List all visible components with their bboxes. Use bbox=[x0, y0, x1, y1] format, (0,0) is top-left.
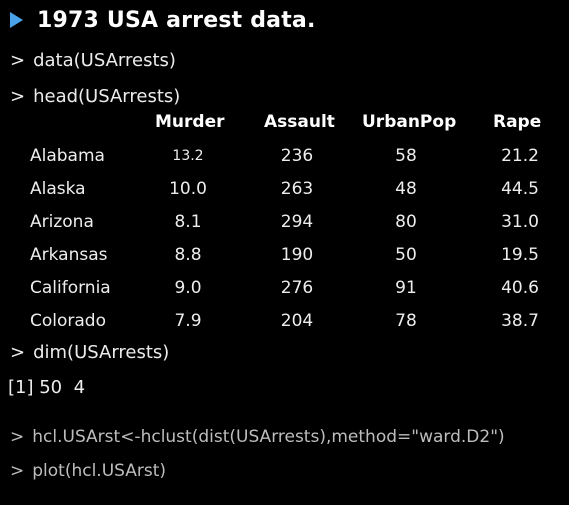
murder-value: 8.8 bbox=[174, 245, 202, 265]
table-row: Alaska 10.0 263 48 44.5 bbox=[0, 179, 569, 209]
rape-value: 38.7 bbox=[501, 311, 539, 331]
column-header-rape: Rape bbox=[493, 112, 542, 132]
assault-value: 294 bbox=[280, 212, 314, 232]
usarrests-head-table: Murder Assault UrbanPop Rape Alabama 13.… bbox=[0, 112, 569, 332]
urbanpop-value: 91 bbox=[395, 278, 417, 298]
column-header-assault: Assault bbox=[264, 112, 335, 132]
prompt-symbol: > bbox=[10, 427, 25, 447]
console-line-hclust: > hcl.USArst<-hclust(dist(USArrests),meth… bbox=[10, 427, 505, 447]
urbanpop-value: 48 bbox=[395, 179, 417, 199]
column-header-murder: Murder bbox=[155, 112, 225, 132]
murder-value: 8.1 bbox=[174, 212, 202, 232]
urbanpop-value: 78 bbox=[395, 311, 417, 331]
command-dim: dim(USArrests) bbox=[33, 342, 170, 363]
prompt-symbol: > bbox=[10, 342, 26, 363]
state-name: Colorado bbox=[30, 311, 106, 331]
console-line-dim: > dim(USArrests) bbox=[10, 342, 169, 363]
rape-value: 19.5 bbox=[501, 245, 539, 265]
console-line-data: > data(USArrests) bbox=[10, 50, 176, 71]
command-hclust: hcl.USArst<-hclust(dist(USArrests),metho… bbox=[32, 427, 505, 447]
assault-value: 204 bbox=[280, 311, 314, 331]
console-line-plot: > plot(hcl.USArst) bbox=[10, 461, 166, 481]
command-head: head(USArrests) bbox=[33, 86, 181, 107]
state-name: Arkansas bbox=[30, 245, 108, 265]
assault-value: 276 bbox=[280, 278, 314, 298]
urbanpop-value: 50 bbox=[395, 245, 417, 265]
slide-title-row: 1973 USA arrest data. bbox=[10, 4, 316, 36]
urbanpop-value: 58 bbox=[395, 146, 417, 166]
rape-value: 40.6 bbox=[501, 278, 539, 298]
murder-value: 9.0 bbox=[174, 278, 202, 298]
rape-value: 31.0 bbox=[501, 212, 539, 232]
console-line-head: > head(USArrests) bbox=[10, 86, 180, 107]
dim-output: [1] 50 4 bbox=[8, 377, 86, 398]
state-name: Alaska bbox=[30, 179, 86, 199]
rape-value: 21.2 bbox=[501, 146, 539, 166]
command-plot: plot(hcl.USArst) bbox=[32, 461, 167, 481]
prompt-symbol: > bbox=[10, 461, 25, 481]
assault-value: 190 bbox=[280, 245, 314, 265]
murder-value: 13.2 bbox=[172, 148, 204, 164]
assault-value: 236 bbox=[280, 146, 314, 166]
assault-value: 263 bbox=[280, 179, 314, 199]
murder-value: 7.9 bbox=[174, 311, 202, 331]
urbanpop-value: 80 bbox=[395, 212, 417, 232]
prompt-symbol: > bbox=[10, 86, 26, 107]
table-row: Colorado 7.9 204 78 38.7 bbox=[0, 311, 569, 341]
column-header-urbanpop: UrbanPop bbox=[362, 112, 457, 132]
slide-title: 1973 USA arrest data. bbox=[37, 7, 316, 33]
murder-value: 10.0 bbox=[169, 179, 207, 199]
table-row: Arkansas 8.8 190 50 19.5 bbox=[0, 245, 569, 275]
state-name: Arizona bbox=[30, 212, 94, 232]
prompt-symbol: > bbox=[10, 50, 26, 71]
state-name: Alabama bbox=[30, 146, 105, 166]
command-data: data(USArrests) bbox=[33, 50, 176, 71]
rape-value: 44.5 bbox=[501, 179, 539, 199]
triangle-bullet-icon bbox=[10, 12, 23, 28]
table-row: Arizona 8.1 294 80 31.0 bbox=[0, 212, 569, 242]
state-name: California bbox=[30, 278, 111, 298]
table-row: California 9.0 276 91 40.6 bbox=[0, 278, 569, 308]
table-row: Alabama 13.2 236 58 21.2 bbox=[0, 146, 569, 176]
